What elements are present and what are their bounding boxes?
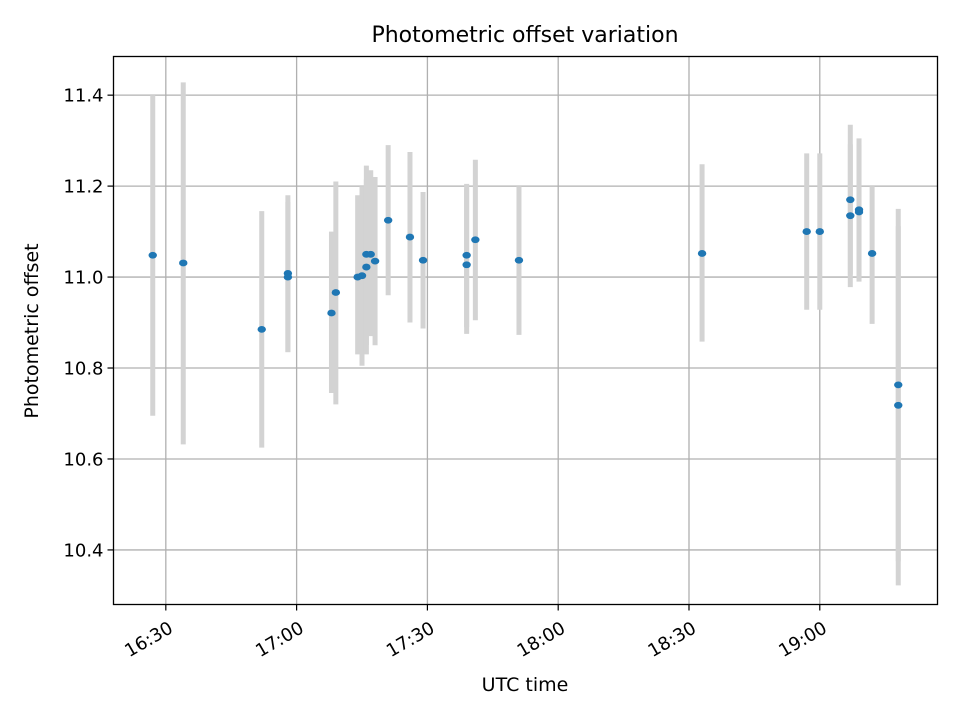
data-points — [148, 196, 903, 409]
x-tick-label: 19:00 — [775, 618, 830, 662]
data-point — [357, 272, 367, 280]
data-point — [846, 196, 855, 204]
data-point — [471, 236, 480, 244]
data-point — [327, 309, 336, 317]
grid — [113, 56, 938, 605]
data-point — [867, 250, 877, 257]
data-point — [362, 263, 371, 271]
data-point — [894, 381, 903, 389]
data-point — [846, 212, 855, 220]
data-point — [462, 261, 471, 269]
y-tick-label: 10.6 — [63, 449, 103, 470]
data-point — [331, 289, 341, 296]
x-axis: 16:30 17:00 17:30 18:00 18:30 19:00 — [121, 604, 831, 662]
data-point — [283, 273, 293, 281]
error-bars — [150, 82, 901, 586]
x-tick-label: 18:30 — [644, 618, 699, 662]
data-point — [815, 228, 824, 235]
data-point — [514, 256, 524, 264]
data-point — [366, 250, 375, 258]
y-tick-label: 11.4 — [63, 86, 103, 107]
data-point — [370, 257, 380, 265]
data-point — [405, 233, 415, 241]
data-point — [148, 251, 157, 259]
data-point — [462, 251, 471, 259]
x-tick-label: 16:30 — [121, 618, 176, 662]
x-axis-label: UTC time — [482, 674, 569, 696]
x-tick-label: 17:00 — [252, 618, 307, 662]
data-point — [697, 250, 707, 257]
y-axis-label: Photometric offset — [21, 243, 43, 418]
data-point — [257, 325, 266, 333]
data-point — [418, 256, 428, 264]
x-tick-label: 17:30 — [383, 618, 438, 662]
plot-frame — [112, 55, 939, 606]
x-tick-label: 18:00 — [514, 618, 569, 662]
y-axis: 10.4 10.6 10.8 11.0 11.2 11.4 — [63, 86, 114, 561]
data-point — [802, 228, 811, 235]
data-point — [179, 259, 188, 267]
y-tick-label: 11.2 — [63, 177, 103, 198]
data-point — [854, 208, 864, 216]
y-tick-label: 11.0 — [63, 268, 103, 289]
y-tick-label: 10.4 — [63, 540, 103, 561]
data-point — [383, 216, 393, 224]
y-tick-label: 10.8 — [63, 359, 103, 380]
chart-title: Photometric offset variation — [371, 23, 678, 48]
data-point — [894, 401, 903, 409]
